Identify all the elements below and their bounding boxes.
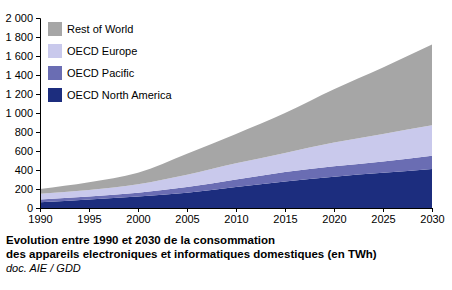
- tick-label: 1990: [28, 213, 52, 225]
- tick-label: 600: [15, 145, 33, 157]
- tick-label: 1 200: [5, 88, 33, 100]
- legend-swatch: [48, 22, 62, 36]
- tick-label: 1 600: [5, 50, 33, 62]
- axis-line: [36, 19, 41, 209]
- area: [40, 45, 432, 194]
- tick-mark: [36, 189, 40, 190]
- tick: 2000: [126, 208, 150, 225]
- tick-label: 2015: [273, 213, 297, 225]
- tick-mark: [236, 208, 237, 212]
- tick-label: 1995: [77, 213, 101, 225]
- tick: 2030: [420, 208, 444, 225]
- tick: 2020: [322, 208, 346, 225]
- tick-mark: [36, 37, 40, 38]
- legend-label: OECD Pacific: [67, 67, 135, 79]
- tick-mark: [383, 208, 384, 212]
- tick: 2 000: [5, 12, 40, 24]
- tick-mark: [285, 208, 286, 212]
- tick: 2005: [175, 208, 199, 225]
- tick-label: 2 000: [5, 12, 33, 24]
- tick: 2015: [273, 208, 297, 225]
- chart: 02004006008001 0001 2001 4001 6001 8002 …: [0, 0, 452, 290]
- x-axis: 1990 1995 2000 2005 2010 2015 2020 2025 2030: [28, 208, 444, 225]
- y-axis: 02004006008001 0001 2001 4001 6001 8002 …: [5, 12, 40, 214]
- title: des appareils electroniques et informati…: [6, 248, 377, 260]
- legend: Rest of World OECD Europe OECD Pacific OECD…: [48, 22, 172, 102]
- tick: 1 800: [5, 31, 40, 43]
- tick: 1 400: [5, 69, 40, 81]
- tick: 400: [15, 164, 40, 176]
- tick-label: 2010: [224, 213, 248, 225]
- legend-label: OECD North America: [67, 89, 172, 101]
- legend-item: Rest of World: [48, 22, 133, 36]
- tick-mark: [36, 132, 40, 133]
- tick: 2025: [371, 208, 395, 225]
- tick-mark: [36, 18, 40, 19]
- tick-label: 400: [15, 164, 33, 176]
- tick-label: 200: [15, 183, 33, 195]
- axis-line: [41, 209, 433, 213]
- tick: 1990: [28, 208, 52, 225]
- tick-label: 1 400: [5, 69, 33, 81]
- legend-label: Rest of World: [67, 23, 133, 35]
- legend-item: OECD Pacific: [48, 66, 135, 80]
- tick-label: 2030: [420, 213, 444, 225]
- legend-swatch: [48, 66, 62, 80]
- tick: 1995: [77, 208, 101, 225]
- legend-swatch: [48, 88, 62, 102]
- tick-label: 1 800: [5, 31, 33, 43]
- legend-item: OECD North America: [48, 88, 172, 102]
- tick-label: 2025: [371, 213, 395, 225]
- tick-mark: [36, 56, 40, 57]
- tick-mark: [40, 208, 41, 212]
- tick: 1 000: [5, 107, 40, 119]
- legend-item: OECD Europe: [48, 44, 137, 58]
- tick-label: 2020: [322, 213, 346, 225]
- tick-mark: [432, 208, 433, 212]
- tick-mark: [36, 208, 40, 209]
- tick-label: 800: [15, 126, 33, 138]
- plot: 02004006008001 0001 2001 4001 6001 8002 …: [5, 12, 444, 225]
- source: doc. AIE / GDD: [6, 262, 81, 274]
- tick: 200: [15, 183, 40, 195]
- legend-label: OECD Europe: [67, 45, 137, 57]
- areas: [40, 45, 432, 208]
- tick-mark: [36, 151, 40, 152]
- tick-label: 2005: [175, 213, 199, 225]
- tick: 2010: [224, 208, 248, 225]
- tick-mark: [89, 208, 90, 212]
- tick-mark: [138, 208, 139, 212]
- tick-mark: [187, 208, 188, 212]
- tick-mark: [36, 94, 40, 95]
- tick-label: 2000: [126, 213, 150, 225]
- tick-mark: [36, 113, 40, 114]
- tick-label: 1 000: [5, 107, 33, 119]
- tick: 600: [15, 145, 40, 157]
- legend-swatch: [48, 44, 62, 58]
- tick-mark: [36, 170, 40, 171]
- tick-mark: [334, 208, 335, 212]
- title: Evolution entre 1990 et 2030 de la conso…: [6, 234, 275, 246]
- tick: 1 200: [5, 88, 40, 100]
- tick: 1 600: [5, 50, 40, 62]
- tick-mark: [36, 75, 40, 76]
- tick: 800: [15, 126, 40, 138]
